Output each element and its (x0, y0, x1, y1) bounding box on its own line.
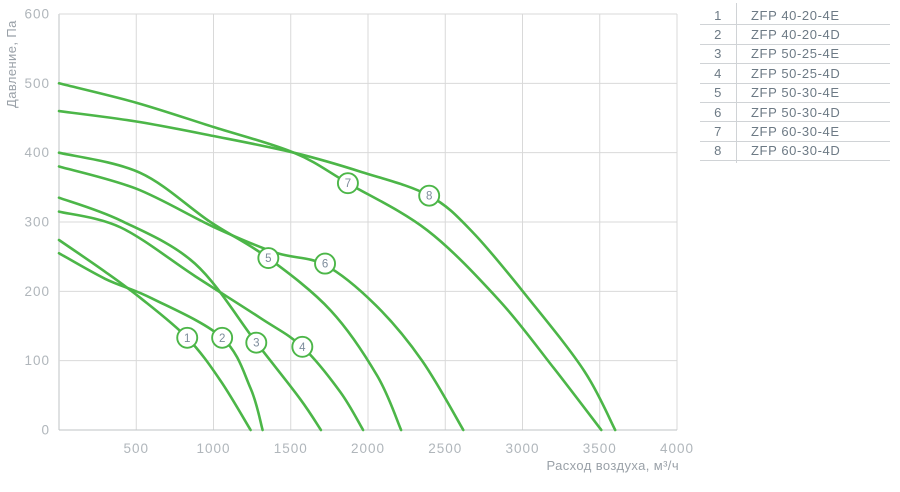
x-tick-label: 2000 (351, 441, 385, 456)
y-tick-label: 100 (24, 353, 50, 368)
curve-label-number-6: 6 (322, 259, 328, 271)
x-axis-title: Расход воздуха, м³/ч (546, 458, 679, 473)
curve-label-number-5: 5 (265, 253, 271, 265)
curve-4 (57, 210, 365, 432)
y-tick-label: 400 (24, 145, 50, 160)
legend-row-model: ZFP 40-20-4D (751, 27, 841, 43)
legend-row-number: 1 (714, 7, 722, 23)
legend-row: 8 ZFP 60-30-4D (700, 142, 890, 162)
y-tick-label: 600 (24, 7, 50, 22)
fan-performance-chart: 0 100 200 300 400 500 600 500 1000 1500 2000 2500 30… (4, 7, 694, 474)
legend-row: 2 ZFP 40-20-4D (700, 25, 890, 45)
x-tick-label: 3000 (505, 441, 539, 456)
legend-row-number: 8 (714, 143, 722, 159)
curve-label-circle-4 (291, 335, 314, 358)
curve-label-circle-8 (418, 184, 441, 207)
curve-label-circle-7 (336, 172, 359, 195)
x-tick-label: 500 (123, 441, 149, 456)
legend-row: 1 ZFP 40-20-4E (700, 6, 890, 26)
curve-2 (57, 251, 264, 432)
y-tick-label: 200 (24, 284, 50, 299)
legend-row-number: 2 (714, 27, 722, 43)
legend-row-model: ZFP 60-30-4D (751, 143, 841, 159)
x-tick-label: 4000 (660, 441, 694, 456)
legend-row-number: 6 (714, 104, 722, 120)
curve-label-circle-3 (245, 331, 268, 354)
curve-6 (57, 165, 465, 432)
legend-row: 6 ZFP 50-30-4D (700, 103, 890, 123)
x-tick-label: 2500 (428, 441, 462, 456)
curve-label-circle-6 (314, 252, 336, 275)
legend-row-model: ZFP 50-25-4D (751, 65, 841, 81)
curve-label-circle-1 (176, 326, 199, 349)
curve-label-number-2: 2 (219, 333, 225, 345)
legend-row: 7 ZFP 60-30-4E (700, 122, 890, 142)
curve-label-number-8: 8 (426, 191, 432, 203)
legend-row: 5 ZFP 50-30-4E (700, 84, 890, 103)
curve-label-number-1: 1 (184, 333, 190, 345)
legend-row-model: ZFP 40-20-4E (751, 7, 840, 23)
legend-row-number: 5 (714, 85, 722, 101)
curve-label-number-3: 3 (253, 338, 259, 350)
legend-row-model: ZFP 60-30-4E (751, 124, 840, 140)
legend-row-number: 7 (714, 124, 722, 140)
legend-row: 4 ZFP 50-25-4D (700, 64, 890, 84)
x-tick-label: 1000 (196, 441, 230, 456)
legend-row-model: ZFP 50-30-4D (751, 104, 841, 120)
legend-table: 1 ZFP 40-20-4E 2 ZFP 40-20-4D 3 ZFP 50-25-4E 4… (700, 3, 890, 163)
y-tick-label: 300 (24, 215, 50, 230)
legend-row-number: 3 (714, 46, 722, 62)
legend-row: 3 ZFP 50-25-4E (700, 45, 890, 65)
curve-label-number-4: 4 (299, 342, 306, 354)
legend-rows: 1 ZFP 40-20-4E 2 ZFP 40-20-4D 3 ZFP 50-25-4E 4… (700, 6, 890, 162)
legend-row-model: ZFP 50-30-4E (751, 85, 840, 101)
y-axis-title: Давление, Па (4, 20, 19, 108)
curve-label-number-7: 7 (345, 178, 351, 190)
curve-8 (57, 109, 617, 432)
curve-label-circle-5 (257, 247, 280, 270)
x-tick-label: 3500 (583, 441, 617, 456)
curve-label-circle-2 (211, 326, 234, 349)
legend-column-divider (736, 3, 737, 163)
y-tick-label: 0 (41, 423, 50, 438)
curve-3 (57, 196, 323, 432)
y-tick-label: 500 (24, 76, 50, 91)
legend-row-number: 4 (714, 65, 722, 81)
x-tick-label: 1500 (274, 441, 308, 456)
pressure-flow-plot: 0 100 200 300 400 500 600 500 1000 1500 2000 2500 30… (4, 7, 694, 474)
curve-1 (57, 238, 252, 432)
legend-row-model: ZFP 50-25-4E (751, 46, 840, 62)
